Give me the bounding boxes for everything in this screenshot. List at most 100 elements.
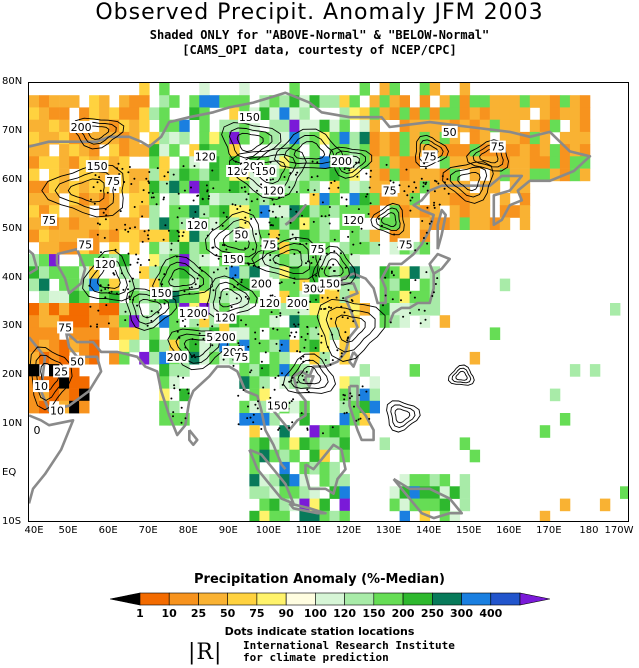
anomaly-cell: [309, 303, 320, 316]
anomaly-cell: [179, 364, 190, 377]
station-dot: [180, 222, 183, 224]
station-dot: [342, 297, 345, 300]
anomaly-cell: [389, 229, 400, 243]
anomaly-cell: [259, 388, 270, 402]
anomaly-cell: [469, 119, 481, 133]
anomaly-cell: [169, 400, 180, 414]
station-dot: [278, 349, 281, 352]
anomaly-cell: [79, 217, 90, 230]
station-dot: [234, 274, 237, 277]
station-dot: [279, 312, 282, 315]
anomaly-cell: [269, 437, 280, 450]
anomaly-cell: [309, 168, 320, 182]
anomaly-cell: [449, 131, 461, 145]
anomaly-cell: [59, 388, 70, 402]
anomaly-cell: [369, 193, 380, 206]
station-dot: [274, 376, 277, 379]
anomaly-cell: [489, 107, 501, 120]
anomaly-cell: [499, 119, 511, 133]
station-dot: [139, 264, 142, 266]
anomaly-cell: [339, 315, 350, 328]
station-dot: [163, 273, 166, 276]
contour-line: [152, 255, 213, 298]
anomaly-cell: [359, 229, 370, 243]
anomaly-cell: [179, 327, 190, 340]
station-dot: [198, 332, 201, 335]
anomaly-cell: [159, 95, 170, 108]
anomaly-cell: [139, 193, 150, 206]
anomaly-cell: [69, 376, 80, 389]
station-dot: [294, 238, 297, 240]
anomaly-cell: [569, 119, 581, 133]
station-dot: [333, 270, 336, 272]
anomaly-cell: [169, 327, 180, 340]
anomaly-cell: [159, 119, 170, 133]
anomaly-cell: [139, 327, 150, 340]
station-dot: [328, 206, 331, 208]
station-dot: [357, 161, 360, 164]
station-dot: [337, 186, 340, 189]
station-dot: [237, 342, 240, 345]
station-dot: [321, 296, 324, 299]
station-dot: [300, 336, 303, 338]
anomaly-cell: [309, 229, 320, 243]
station-dot: [244, 295, 247, 298]
station-dot: [441, 175, 444, 178]
station-dot: [131, 277, 134, 280]
anomaly-cell: [309, 449, 320, 463]
station-dot: [319, 258, 322, 261]
station-dot: [198, 274, 201, 277]
anomaly-cell: [79, 290, 90, 304]
anomaly-cell: [319, 315, 330, 328]
anomaly-cell: [329, 193, 340, 206]
anomaly-cell: [369, 400, 380, 414]
anomaly-cell: [239, 266, 250, 279]
anomaly-cell: [409, 266, 420, 279]
anomaly-cell: [279, 168, 290, 182]
anomaly-cell: [309, 290, 320, 304]
anomaly-cell: [319, 131, 330, 145]
anomaly-cell: [269, 449, 280, 463]
anomaly-cell: [569, 156, 581, 169]
station-dot: [272, 178, 274, 181]
anomaly-cell: [79, 254, 90, 267]
station-dot: [236, 208, 239, 210]
anomaly-cell: [399, 168, 410, 182]
anomaly-cell: [279, 229, 290, 243]
station-dot: [104, 208, 107, 211]
station-dot: [317, 333, 320, 336]
station-dot: [337, 289, 340, 292]
station-dot: [129, 298, 131, 301]
station-dot: [115, 292, 118, 295]
station-dot: [117, 162, 120, 165]
anomaly-cell: [169, 119, 180, 133]
station-dot: [447, 192, 450, 195]
station-dot: [342, 393, 345, 396]
anomaly-cell: [399, 510, 410, 521]
station-dot: [182, 165, 185, 168]
contour-label-bg: [49, 404, 65, 417]
anomaly-cell: [409, 364, 420, 377]
anomaly-cell: [389, 278, 400, 292]
anomaly-cell: [439, 315, 451, 328]
anomaly-cell: [499, 95, 511, 108]
anomaly-cell: [509, 95, 521, 108]
anomaly-cell: [49, 376, 60, 389]
anomaly-cell: [89, 315, 100, 328]
station-dot: [197, 194, 200, 197]
contour-label-bg: [342, 213, 365, 226]
station-dot: [357, 208, 360, 211]
station-dot: [108, 291, 111, 294]
anomaly-cell: [349, 241, 360, 255]
anomaly-cell: [259, 413, 270, 426]
anomaly-cell: [559, 156, 571, 169]
station-dot: [324, 359, 327, 361]
anomaly-cell: [239, 193, 250, 206]
anomaly-cell: [469, 193, 481, 206]
station-dot: [297, 311, 300, 314]
station-dot: [304, 338, 307, 341]
station-dot: [312, 193, 315, 196]
contour-label-bg: [214, 311, 237, 324]
anomaly-cell: [549, 168, 561, 182]
anomaly-cell: [339, 303, 350, 316]
